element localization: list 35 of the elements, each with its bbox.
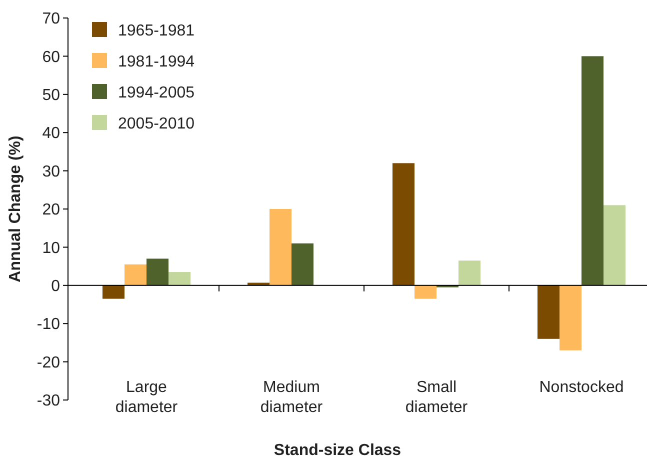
bar (292, 243, 314, 286)
x-tick-label: Large diameter (115, 379, 178, 416)
bar (414, 285, 436, 299)
x-axis-title: Stand-size Class (274, 442, 402, 459)
y-tick-label: 40 (42, 125, 60, 142)
y-axis-title: Annual Change (%) (7, 136, 24, 282)
x-tick-label: Nonstocked (539, 379, 624, 396)
y-tick-label: 0 (51, 278, 60, 295)
bar (270, 209, 292, 286)
bar (458, 260, 480, 286)
legend-label: 1981-1994 (118, 54, 195, 71)
y-tick-label: 70 (42, 10, 60, 28)
y-tick-label: 10 (42, 240, 60, 257)
y-tick-label: 60 (42, 48, 60, 66)
y-tick-label: 50 (42, 87, 60, 104)
bar (124, 264, 146, 286)
x-tick-label: Small diameter (405, 379, 468, 416)
bar (102, 285, 124, 299)
x-tick-label: Medium diameter (260, 379, 324, 416)
bar (538, 285, 560, 339)
bar (604, 205, 626, 286)
bar (560, 285, 582, 350)
bar (248, 282, 270, 286)
bar (168, 272, 190, 286)
legend-label: 1994-2005 (118, 84, 195, 102)
y-tick-label: -20 (36, 354, 60, 372)
bar (582, 56, 604, 286)
y-tick-label: 20 (42, 202, 60, 219)
bar (146, 258, 168, 286)
bar (392, 163, 414, 286)
y-tick-label: -10 (36, 316, 60, 334)
legend-label: 2005-2010 (118, 116, 195, 133)
legend-label: 1965-1981 (118, 22, 195, 40)
y-tick-label: -30 (36, 392, 60, 410)
y-tick-label: 30 (42, 163, 60, 180)
